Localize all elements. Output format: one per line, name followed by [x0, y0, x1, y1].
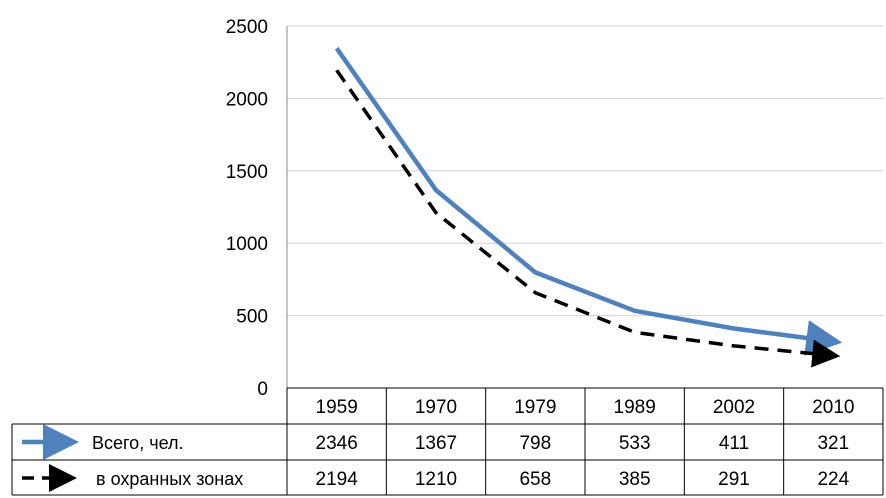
data-cell: 385 [619, 469, 651, 490]
y-tick-label: 2000 [226, 89, 268, 110]
data-cell: 2346 [316, 433, 358, 454]
category-label: 2002 [713, 397, 755, 418]
data-cell: 411 [719, 433, 749, 454]
data-cell: 224 [817, 469, 849, 490]
y-tick-label: 1500 [226, 162, 268, 183]
data-cell: 798 [519, 433, 551, 454]
series-line-total [334, 47, 843, 356]
y-tick-label: 1000 [226, 234, 268, 255]
y-axis-ticks: 0 500 1000 1500 2000 2500 [226, 17, 268, 400]
category-label: 1989 [614, 397, 656, 418]
data-cell: 1210 [415, 469, 457, 490]
series-lines [334, 47, 843, 368]
legend-label: в охранных зонах [96, 469, 243, 489]
category-label: 1970 [415, 397, 457, 418]
data-cell: 291 [718, 469, 750, 490]
data-cell: 658 [519, 469, 551, 490]
category-label: 1979 [514, 397, 556, 418]
legend-label: Всего, чел. [92, 433, 184, 453]
data-cell: 2194 [316, 469, 359, 490]
series-line-protected-zones [335, 69, 841, 368]
y-tick-label: 0 [257, 379, 268, 400]
data-cell: 1367 [415, 433, 457, 454]
y-tick-label: 2500 [226, 17, 268, 38]
category-label: 1959 [316, 397, 358, 418]
data-cell: 321 [817, 433, 849, 454]
y-tick-label: 500 [236, 307, 268, 328]
data-table: 1959 1970 1979 1989 2002 2010 Всего, чел. 2346 1… [11, 387, 884, 496]
gridlines [286, 25, 883, 389]
data-cell: 533 [619, 433, 651, 454]
category-label: 2010 [812, 397, 854, 418]
